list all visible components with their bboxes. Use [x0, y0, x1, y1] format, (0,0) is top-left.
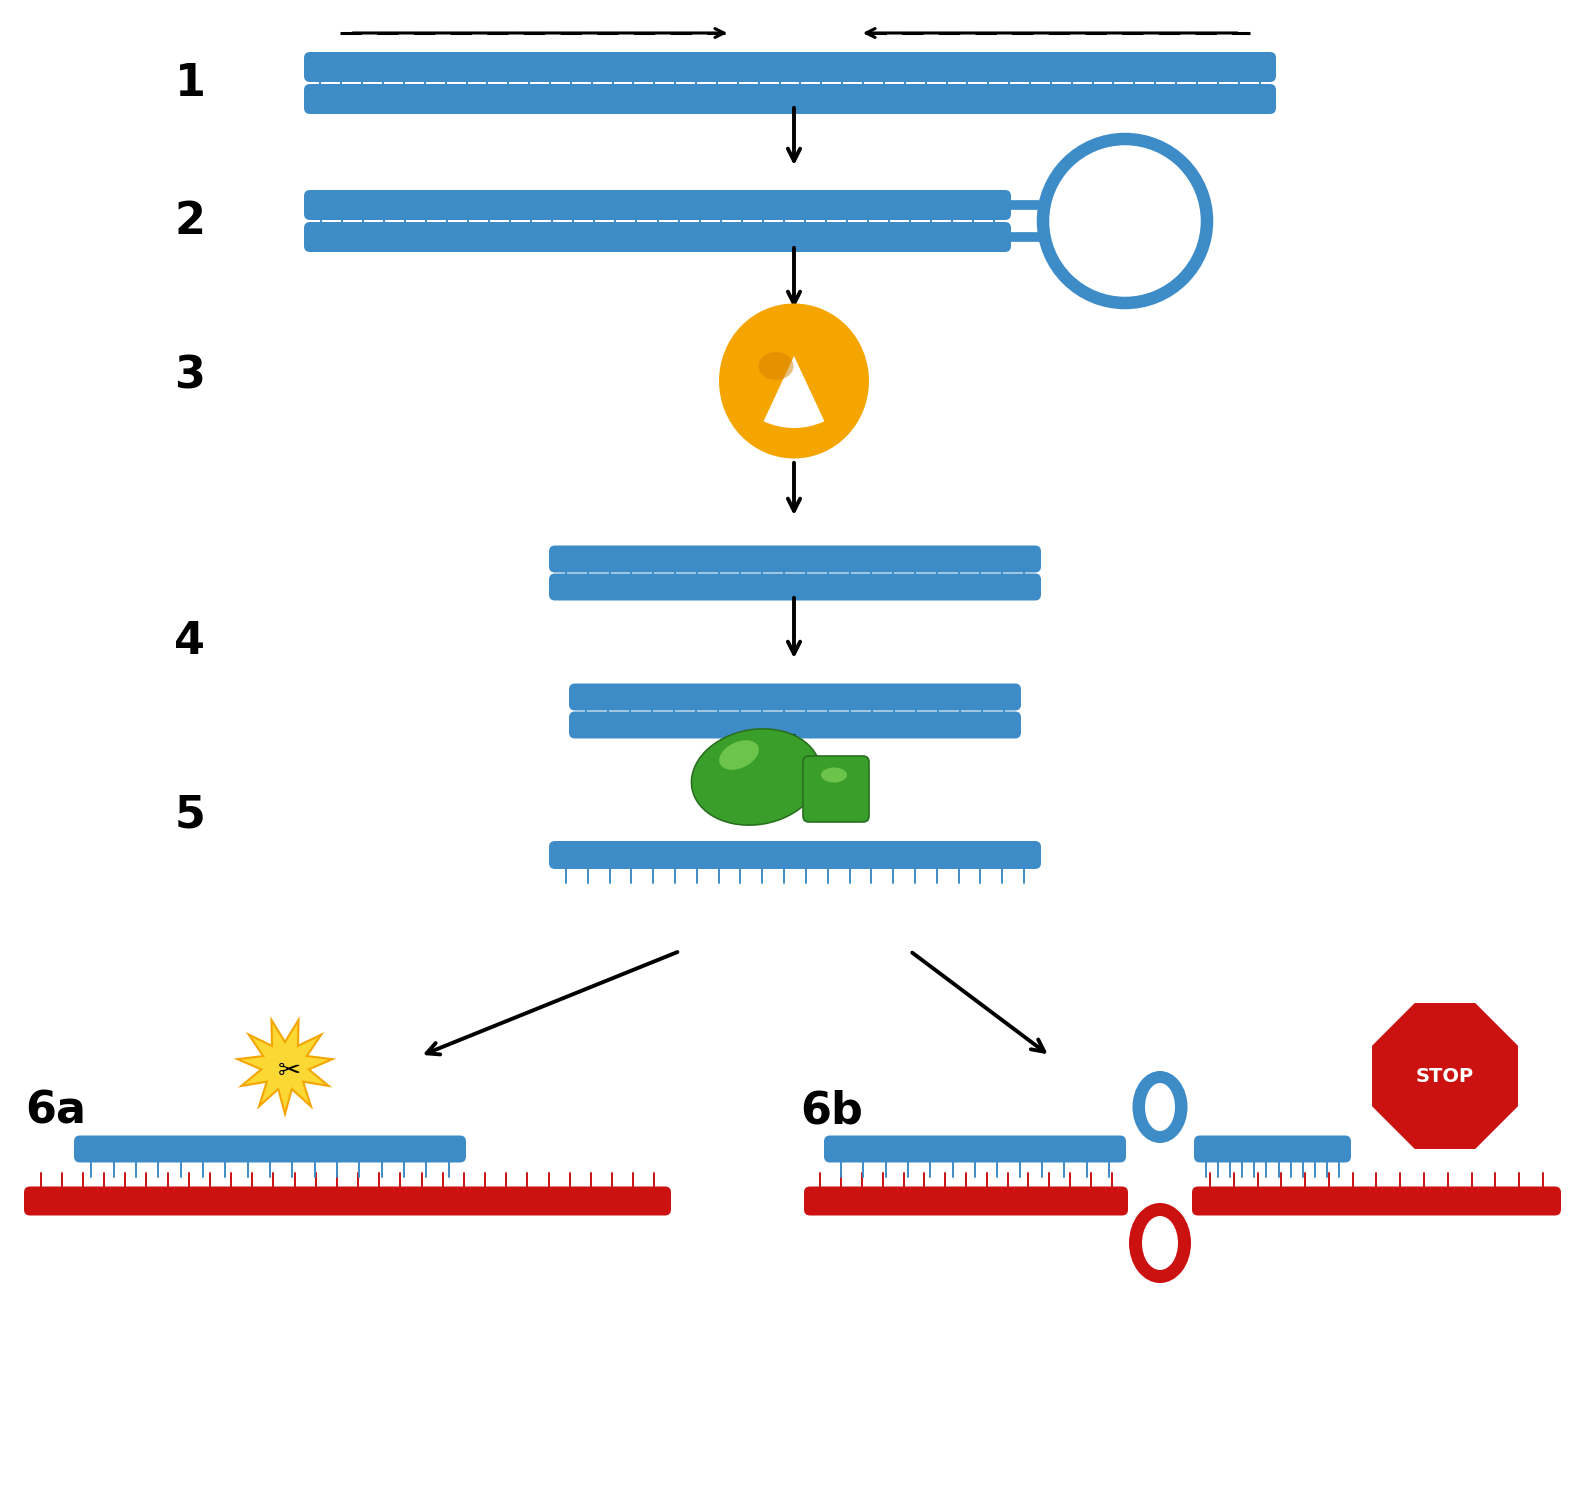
FancyBboxPatch shape [569, 712, 1022, 739]
Polygon shape [1370, 1000, 1521, 1151]
Text: 4: 4 [175, 621, 205, 663]
Ellipse shape [718, 304, 869, 458]
Polygon shape [234, 1015, 337, 1118]
Circle shape [1042, 139, 1208, 304]
Text: 5: 5 [175, 793, 205, 837]
Polygon shape [242, 1024, 329, 1111]
Text: 1: 1 [175, 62, 205, 104]
Text: ✂: ✂ [278, 1058, 300, 1085]
FancyBboxPatch shape [550, 545, 1041, 573]
FancyBboxPatch shape [804, 1186, 1128, 1215]
FancyBboxPatch shape [303, 190, 1011, 221]
Text: STOP: STOP [1416, 1067, 1475, 1085]
FancyBboxPatch shape [1193, 1135, 1351, 1162]
Ellipse shape [720, 740, 760, 769]
FancyBboxPatch shape [569, 683, 1022, 710]
Text: 2: 2 [175, 199, 205, 242]
Ellipse shape [1130, 1203, 1192, 1283]
FancyBboxPatch shape [303, 222, 1011, 252]
Ellipse shape [691, 728, 820, 825]
Ellipse shape [1146, 1083, 1174, 1132]
Ellipse shape [758, 352, 793, 379]
Text: 6b: 6b [799, 1089, 863, 1133]
Ellipse shape [1142, 1216, 1177, 1271]
FancyBboxPatch shape [550, 842, 1041, 869]
Ellipse shape [822, 768, 847, 783]
FancyBboxPatch shape [1192, 1186, 1560, 1215]
FancyBboxPatch shape [825, 1135, 1127, 1162]
Wedge shape [764, 357, 825, 428]
FancyBboxPatch shape [24, 1186, 671, 1215]
FancyBboxPatch shape [75, 1135, 466, 1162]
FancyBboxPatch shape [303, 85, 1276, 113]
FancyBboxPatch shape [550, 574, 1041, 600]
FancyBboxPatch shape [802, 756, 869, 822]
Text: 3: 3 [175, 355, 205, 397]
Text: 6a: 6a [25, 1089, 86, 1133]
Ellipse shape [1133, 1071, 1187, 1142]
FancyBboxPatch shape [303, 51, 1276, 82]
